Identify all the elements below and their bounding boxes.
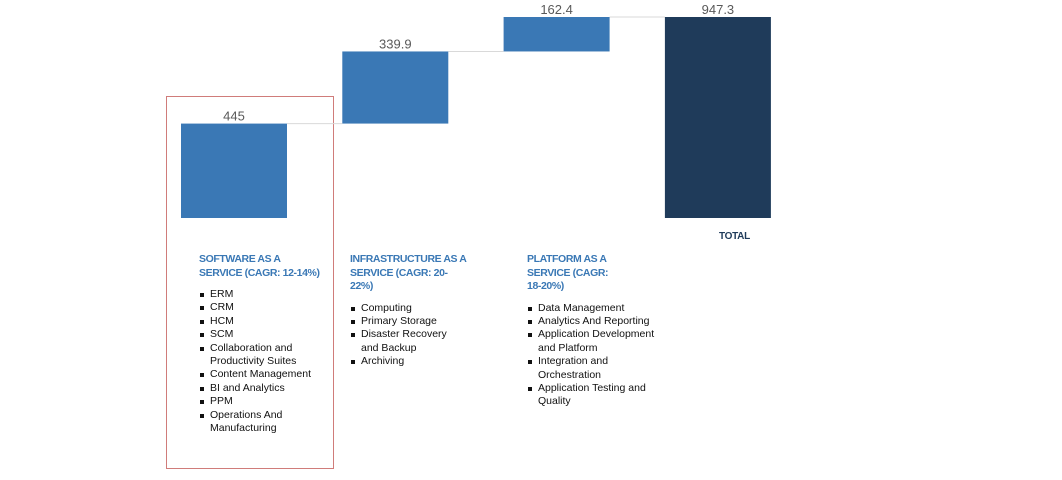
segment-title: SOFTWARE AS A SERVICE (CAGR: 12-14%) [199, 253, 320, 279]
list-item: Data Management [527, 302, 662, 315]
list-item: Application Development and Platform [527, 328, 662, 355]
list-item: Collaboration and Productivity Suites [199, 342, 324, 369]
list-item: Computing [350, 302, 450, 315]
list-item: HCM [199, 315, 324, 328]
list-item: PPM [199, 395, 324, 408]
list-item: SCM [199, 328, 324, 341]
segment-list: Computing Primary Storage Disaster Recov… [350, 302, 450, 369]
segment-iaas: INFRASTRUCTURE AS A SERVICE (CAGR: 20-22… [350, 253, 468, 369]
total-label: TOTAL [719, 231, 750, 242]
data-label: 445 [223, 109, 245, 124]
list-item: Integration and Orchestration [527, 355, 662, 382]
list-item: Analytics And Reporting [527, 315, 662, 328]
bar-software-as-a-service [181, 123, 287, 218]
segment-list: ERM CRM HCM SCM Collaboration and Produc… [199, 288, 324, 435]
segment-title: INFRASTRUCTURE AS A SERVICE (CAGR: 20-22… [350, 253, 467, 292]
list-item: Primary Storage [350, 315, 450, 328]
saas-highlight-box [166, 96, 334, 469]
segment-title: PLATFORM AS A SERVICE (CAGR: 18-20%) [527, 253, 609, 292]
bar-platform-as-a-service [503, 17, 610, 52]
data-label: 162.4 [540, 2, 573, 17]
list-item: Application Testing and Quality [527, 382, 662, 409]
list-item: ERM [199, 288, 324, 301]
bar-total [664, 17, 771, 218]
segment-paas: PLATFORM AS A SERVICE (CAGR: 18-20%) Dat… [527, 253, 662, 409]
list-item: Archiving [350, 355, 450, 368]
list-item: Disaster Recovery and Backup [350, 328, 450, 355]
list-item: Operations And Manufacturing [199, 409, 324, 436]
segment-list: Data Management Analytics And Reporting … [527, 302, 662, 409]
list-item: BI and Analytics [199, 382, 324, 395]
segment-saas: SOFTWARE AS A SERVICE (CAGR: 12-14%) ERM… [199, 253, 324, 435]
list-item: CRM [199, 301, 324, 314]
bar-infrastructure-as-a-service [342, 51, 449, 124]
data-label: 339.9 [379, 36, 412, 51]
data-label: 947.3 [702, 2, 735, 17]
list-item: Content Management [199, 368, 324, 381]
